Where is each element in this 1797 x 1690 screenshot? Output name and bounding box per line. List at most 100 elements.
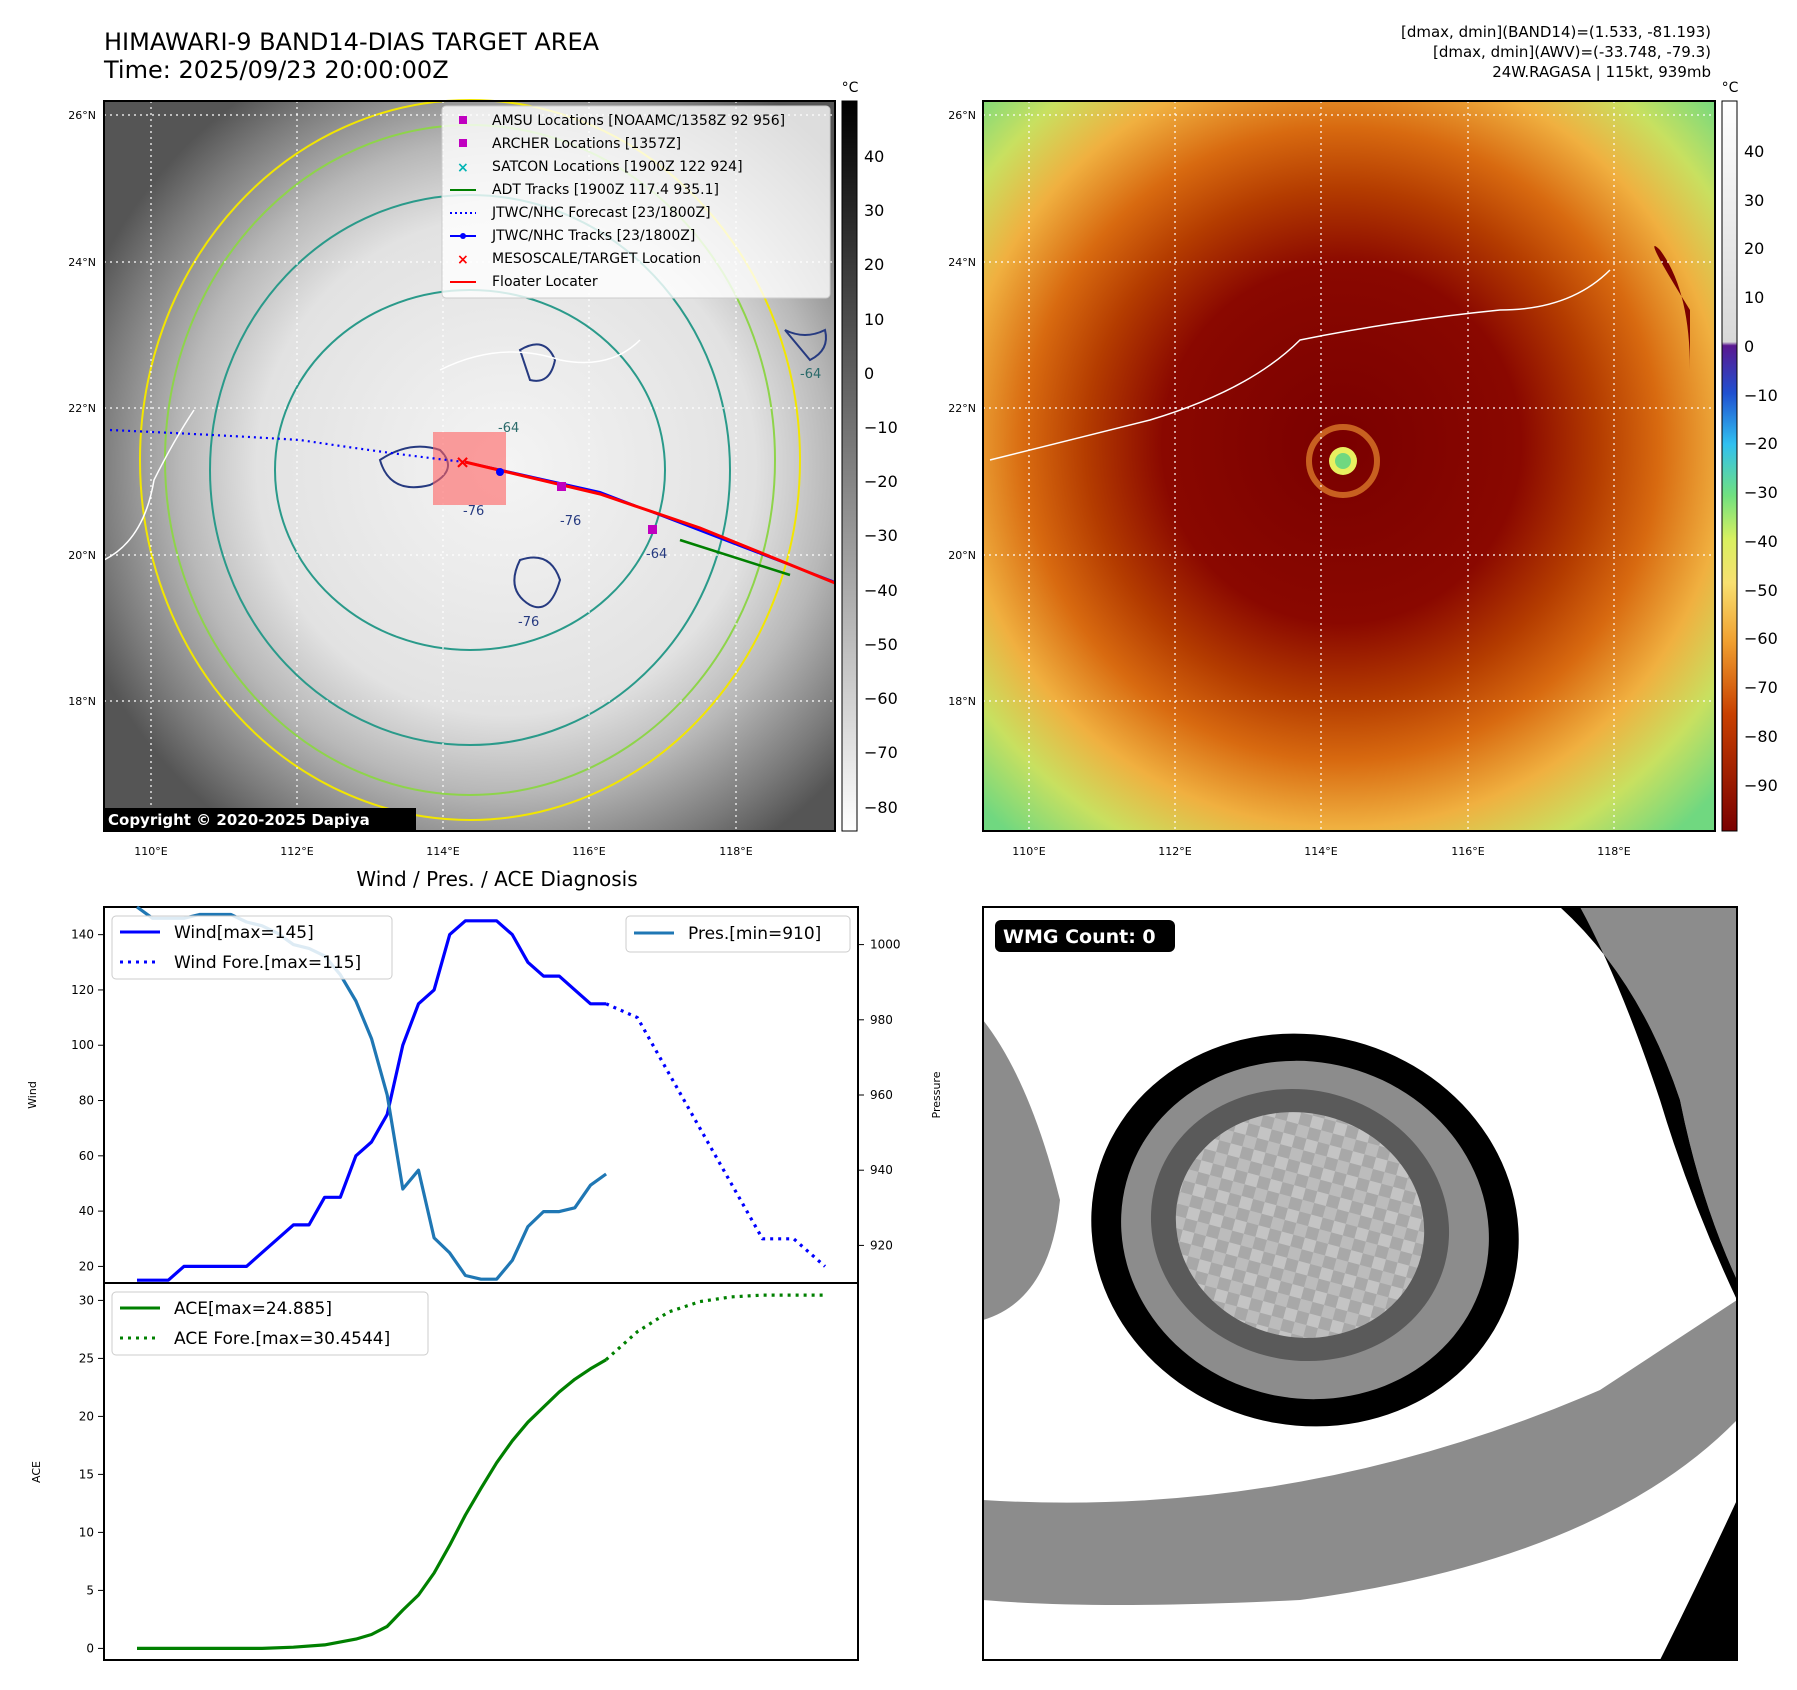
- ace-ticks: 0 5 10 15 20 25 30: [79, 1293, 104, 1655]
- figure-title: HIMAWARI-9 BAND14-DIAS TARGET AREA Time:…: [104, 28, 599, 84]
- pressure-tick-1: 940: [870, 1163, 893, 1177]
- wind-axis-label: Wind: [26, 1081, 39, 1109]
- series-wind-forecast: [605, 1002, 827, 1268]
- chart1-series: [136, 905, 827, 1282]
- ace-chart: ACE 0 5 10 15 20 25 30 ACE[max=24.885] ACE For…: [30, 1282, 859, 1661]
- lcb-tick-m60: −60: [864, 689, 898, 708]
- floater-track: [464, 460, 836, 585]
- ace-tick-1: 5: [86, 1583, 94, 1597]
- right-colorbar: [1721, 100, 1738, 832]
- adt-track: [679, 538, 791, 577]
- left-lat-20: 20°N: [68, 549, 96, 562]
- pressure-tick-4: 1000: [870, 938, 901, 952]
- right-lat-26: 26°N: [948, 109, 976, 122]
- legend-floater: Floater Locater: [492, 274, 598, 290]
- legend-archer: ARCHER Locations [1357Z]: [492, 136, 681, 152]
- pressure-tick-2: 960: [870, 1088, 893, 1102]
- lcb-tick-0: 0: [864, 364, 874, 383]
- lcb-tick-40: 40: [864, 147, 884, 166]
- chart1-legend-right: [625, 915, 851, 953]
- left-lon-labels: 110°E 112°E 114°E 116°E 118°E: [134, 845, 752, 858]
- left-colorbar: [841, 100, 858, 832]
- legend-amsu-icon: [459, 116, 467, 124]
- wind-pressure-chart: Wind / Pres. / ACE Diagnosis Wind Pressu…: [26, 867, 943, 1284]
- legend-target-icon: ×: [457, 252, 469, 268]
- wmg-panel: WMG Count: 0: [982, 906, 1738, 1661]
- amsu-marker: [557, 482, 566, 491]
- rcb-tick-10: 10: [1744, 288, 1764, 307]
- left-colorbar-ticks: 40 30 20 10 0 −10 −20 −30 −40 −50 −60 −7…: [864, 147, 898, 817]
- right-lat-22: 22°N: [948, 402, 976, 415]
- legend-tracks-dot: [460, 233, 466, 239]
- lcb-tick-10: 10: [864, 310, 884, 329]
- pressure-axis-label: Pressure: [930, 1071, 943, 1118]
- ace-tick-4: 20: [79, 1409, 94, 1423]
- rcb-tick-m40: −40: [1744, 532, 1778, 551]
- left-lon-114: 114°E: [426, 845, 459, 858]
- left-lon-110: 110°E: [134, 845, 167, 858]
- rcb-tick-m10: −10: [1744, 386, 1778, 405]
- target-marker: ×: [455, 452, 470, 473]
- diagnosis-title: Wind / Pres. / ACE Diagnosis: [356, 867, 637, 891]
- wind-tick-2: 60: [79, 1149, 94, 1163]
- wmg-count-label: WMG Count: 0: [1003, 926, 1156, 948]
- coastline: [103, 339, 641, 561]
- right-map-frame: [982, 100, 1716, 832]
- legend-ace: ACE[max=24.885]: [174, 1299, 332, 1319]
- contour-label-3: -64: [646, 547, 667, 562]
- lcb-tick-m40: −40: [864, 581, 898, 600]
- lcb-tick-m30: −30: [864, 526, 898, 545]
- left-colorbar-unit: °C: [842, 80, 859, 96]
- right-lat-20: 20°N: [948, 549, 976, 562]
- pressure-ticks: 920 940 960 980 1000: [858, 938, 901, 1252]
- ace-tick-5: 25: [79, 1351, 94, 1365]
- info-line-3: 24W.RAGASA | 115kt, 939mb: [1492, 63, 1711, 81]
- legend-archer-icon: [459, 139, 467, 147]
- legend-windfore: Wind Fore.[max=115]: [174, 953, 361, 973]
- contour-navy-2: [513, 556, 562, 609]
- right-lat-24: 24°N: [948, 256, 976, 269]
- left-map-frame: [103, 100, 836, 832]
- legend-bg: [441, 105, 831, 299]
- legend-forecast: JTWC/NHC Forecast [23/1800Z]: [491, 205, 711, 221]
- lcb-tick-m80: −80: [864, 798, 898, 817]
- series-pressure: [136, 905, 608, 1281]
- right-lon-110: 110°E: [1012, 845, 1045, 858]
- eye-center: [1335, 453, 1351, 469]
- wind-ticks: 20 40 60 80 100 120 140: [71, 928, 104, 1273]
- wind-tick-0: 20: [79, 1259, 94, 1273]
- left-lat-22: 22°N: [68, 402, 96, 415]
- left-lon-112: 112°E: [280, 845, 313, 858]
- storm-info: [dmax, dmin](BAND14)=(1.533, -81.193) [d…: [1401, 22, 1711, 82]
- wmg-outer-band: [983, 1300, 1737, 1605]
- contour-label-6: -64: [800, 367, 821, 382]
- info-line-1: [dmax, dmin](BAND14)=(1.533, -81.193): [1400, 23, 1711, 41]
- legend-wind: Wind[max=145]: [174, 923, 314, 943]
- wmg-ne-band: [1560, 907, 1737, 1280]
- right-colorbar-unit: °C: [1722, 80, 1739, 96]
- right-map: [982, 100, 1716, 832]
- right-lat-18: 18°N: [948, 695, 976, 708]
- rcb-tick-m70: −70: [1744, 678, 1778, 697]
- title-line-1: HIMAWARI-9 BAND14-DIAS TARGET AREA: [104, 28, 600, 56]
- track-point: [496, 468, 504, 476]
- rcb-tick-m30: −30: [1744, 483, 1778, 502]
- wind-tick-5: 120: [71, 983, 94, 997]
- map-legend: × × AMSU Locations [NOAAMC/1358Z 92 956]…: [441, 105, 831, 299]
- wind-tick-6: 140: [71, 928, 94, 942]
- legend-satcon-icon: ×: [457, 160, 469, 176]
- info-line-2: [dmax, dmin](AWV)=(-33.748, -79.3): [1432, 43, 1711, 61]
- pressure-tick-0: 920: [870, 1238, 893, 1252]
- wmg-se-block: [1660, 1500, 1737, 1660]
- chart2-series: [137, 1293, 825, 1651]
- rcb-tick-m50: −50: [1744, 581, 1778, 600]
- wind-tick-3: 80: [79, 1094, 94, 1108]
- ace-axis-label: ACE: [30, 1461, 43, 1483]
- archer-marker: [648, 525, 657, 534]
- lcb-tick-m70: −70: [864, 743, 898, 762]
- left-lat-18: 18°N: [68, 695, 96, 708]
- left-lon-116: 116°E: [572, 845, 605, 858]
- lcb-tick-20: 20: [864, 255, 884, 274]
- right-lat-labels: 26°N 24°N 22°N 20°N 18°N: [948, 109, 976, 708]
